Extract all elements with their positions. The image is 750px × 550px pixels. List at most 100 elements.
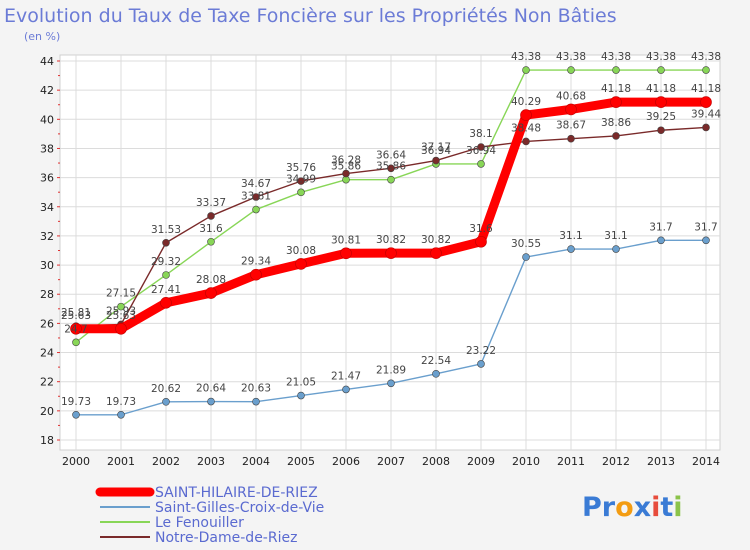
data-label: 36.64 bbox=[376, 149, 406, 161]
data-point bbox=[387, 379, 395, 388]
data-label: 21.05 bbox=[286, 377, 316, 389]
data-point bbox=[252, 193, 260, 201]
data-label: 31.7 bbox=[649, 221, 672, 233]
y-tick-label: 26 bbox=[40, 317, 54, 330]
data-label: 36.94 bbox=[421, 145, 451, 157]
y-tick-label: 22 bbox=[40, 376, 54, 389]
data-point bbox=[610, 96, 622, 108]
data-label: 34.67 bbox=[241, 178, 271, 190]
data-point bbox=[657, 236, 665, 245]
data-label: 38.48 bbox=[511, 122, 541, 134]
data-point bbox=[250, 268, 262, 281]
data-label: 19.73 bbox=[106, 396, 136, 408]
data-point bbox=[297, 177, 305, 185]
data-point bbox=[612, 132, 620, 140]
data-label: 30.08 bbox=[286, 245, 316, 257]
data-point bbox=[655, 96, 667, 108]
axes: 18 20 22 24 26 28 30 32 34 36 38 40 42 44 2000 2001 2002… bbox=[40, 55, 720, 468]
brand-letter: o bbox=[615, 492, 634, 523]
data-point bbox=[657, 66, 665, 74]
data-point bbox=[205, 287, 217, 299]
data-label: 43.38 bbox=[511, 51, 541, 63]
x-tick-label: 2004 bbox=[242, 455, 270, 468]
data-point bbox=[295, 258, 307, 270]
data-label: 29.32 bbox=[151, 256, 181, 268]
data-point bbox=[342, 385, 350, 394]
proxiti-logo: Proxiti bbox=[582, 492, 683, 523]
data-label: 20.64 bbox=[196, 383, 226, 395]
data-label: 41.18 bbox=[691, 83, 721, 95]
data-labels: 25.63 25.63 27.41 28.08 29.34 30.08 30.81 30.82… bbox=[61, 51, 721, 408]
data-point bbox=[475, 235, 487, 248]
data-point bbox=[612, 66, 620, 74]
data-point bbox=[385, 247, 397, 259]
data-point bbox=[252, 205, 260, 214]
data-point bbox=[702, 66, 710, 74]
y-tick-label: 40 bbox=[40, 113, 54, 126]
y-tick-label: 30 bbox=[40, 259, 54, 272]
data-point bbox=[387, 164, 395, 173]
data-point bbox=[72, 338, 80, 347]
x-tick-label: 2014 bbox=[692, 455, 720, 468]
data-point bbox=[565, 103, 577, 116]
data-label: 29.34 bbox=[241, 256, 271, 268]
x-tick-label: 2013 bbox=[647, 455, 675, 468]
data-point bbox=[70, 322, 82, 335]
y-tick-label: 20 bbox=[40, 405, 54, 418]
data-label: 31.6 bbox=[199, 223, 223, 235]
chart-subtitle: (en %) bbox=[24, 30, 60, 43]
x-tick-label: 2007 bbox=[377, 455, 405, 468]
data-point bbox=[477, 160, 485, 168]
data-label: 31.7 bbox=[694, 221, 717, 233]
data-label: 34.99 bbox=[286, 173, 316, 185]
data-label: 39.25 bbox=[646, 111, 676, 123]
data-point bbox=[207, 212, 215, 220]
legend-label: SAINT-HILAIRE-DE-RIEZ bbox=[155, 485, 318, 501]
data-label: 38.67 bbox=[556, 120, 586, 132]
data-label: 40.29 bbox=[511, 96, 541, 108]
data-point bbox=[207, 237, 215, 246]
y-tick-label: 32 bbox=[40, 230, 54, 243]
data-point bbox=[567, 134, 575, 143]
data-point bbox=[657, 126, 665, 135]
data-label: 41.18 bbox=[601, 83, 631, 95]
x-tick-label: 2010 bbox=[512, 455, 540, 468]
x-tick-label: 2000 bbox=[62, 455, 90, 468]
data-label: 40.68 bbox=[556, 90, 586, 102]
data-point bbox=[700, 96, 712, 108]
data-label: 30.82 bbox=[376, 234, 406, 246]
data-label: 31.1 bbox=[559, 230, 582, 242]
brand-letter: x bbox=[634, 492, 651, 523]
data-label: 21.47 bbox=[331, 370, 361, 382]
data-point bbox=[477, 143, 485, 151]
data-label: 21.89 bbox=[376, 364, 406, 376]
data-point bbox=[115, 322, 127, 335]
data-label: 30.55 bbox=[511, 238, 541, 250]
data-label: 33.81 bbox=[241, 191, 271, 203]
y-tick-label: 28 bbox=[40, 288, 54, 301]
data-point bbox=[162, 238, 170, 247]
data-label: 23.22 bbox=[466, 345, 496, 357]
data-point bbox=[522, 66, 530, 74]
y-tick-label: 38 bbox=[40, 142, 54, 155]
data-label: 31.6 bbox=[469, 223, 493, 235]
x-tick-label: 2011 bbox=[557, 455, 585, 468]
data-label: 36.28 bbox=[331, 155, 361, 167]
chart-title: Evolution du Taux de Taxe Foncière sur l… bbox=[4, 5, 617, 27]
data-point bbox=[117, 302, 125, 311]
data-point bbox=[342, 169, 350, 178]
data-label: 36.94 bbox=[466, 145, 496, 157]
data-label: 25.63 bbox=[106, 310, 136, 322]
x-tick-label: 2005 bbox=[287, 455, 315, 468]
y-tick-label: 42 bbox=[40, 84, 54, 97]
y-tick-label: 44 bbox=[40, 55, 54, 68]
data-label: 27.15 bbox=[106, 288, 136, 300]
data-point bbox=[612, 245, 620, 253]
brand-letter: r bbox=[602, 492, 616, 523]
data-point bbox=[162, 271, 170, 279]
data-point bbox=[432, 370, 440, 378]
brand-letter: t bbox=[660, 492, 673, 523]
x-tick-label: 2006 bbox=[332, 455, 360, 468]
data-point bbox=[477, 360, 485, 368]
